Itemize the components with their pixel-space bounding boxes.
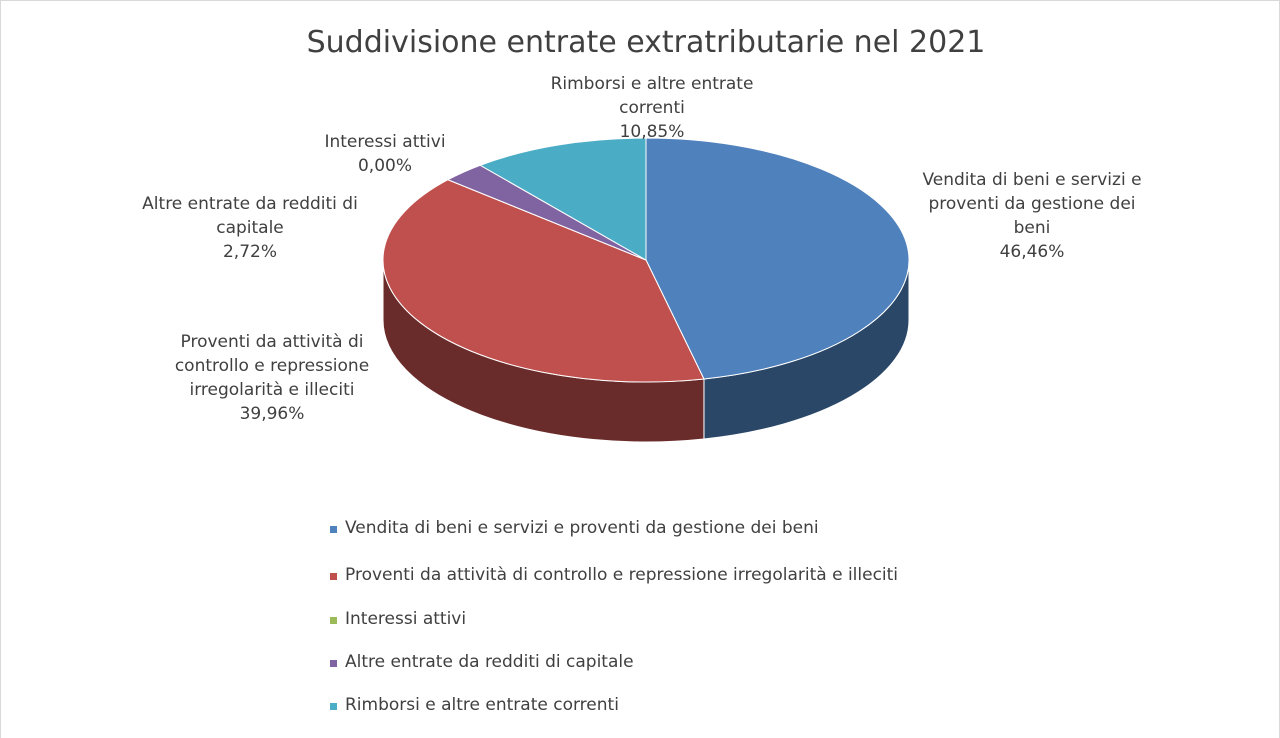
data-label-name: Altre entrate da redditi di capitale — [142, 194, 358, 238]
data-label-value: 0,00% — [357, 156, 412, 176]
legend-swatch — [330, 703, 337, 710]
slice — [479, 137, 647, 261]
data-label-value: 10,85% — [619, 122, 685, 142]
data-label-name: Rimborsi e altre entrate correnti — [550, 74, 754, 118]
data-label: Vendita di beni e servizi e proventi da … — [912, 168, 1152, 264]
legend-swatch — [330, 573, 337, 580]
legend-label: Interessi attivi — [345, 609, 467, 629]
data-label-name: Interessi attivi — [324, 132, 446, 152]
data-label-value: 39,96% — [239, 404, 305, 424]
legend-label: Vendita di beni e servizi e proventi da … — [345, 518, 819, 538]
data-label-value: 2,72% — [222, 242, 277, 262]
data-label-name: Proventi da attività di controllo e repr… — [174, 332, 370, 400]
data-label-name: Vendita di beni e servizi e proventi da … — [922, 170, 1142, 238]
slice — [645, 137, 910, 380]
data-label-value: 46,46% — [999, 242, 1065, 262]
data-label: Proventi da attività di controllo e repr… — [157, 330, 387, 426]
data-label: Altre entrate da redditi di capitale 2,72… — [130, 192, 370, 264]
slice — [382, 179, 705, 383]
legend-label: Rimborsi e altre entrate correnti — [345, 695, 619, 715]
chart-title: Suddivisione entrate extratributarie nel… — [307, 25, 986, 60]
data-label: Interessi attivi 0,00% — [300, 130, 470, 178]
legend-label: Proventi da attività di controllo e repr… — [345, 565, 899, 585]
legend-label: Altre entrate da redditi di capitale — [345, 652, 634, 672]
data-label: Rimborsi e altre entrate correnti 10,85% — [542, 72, 762, 144]
legend-swatch — [330, 617, 337, 624]
legend-swatch — [330, 660, 337, 667]
legend-swatch — [330, 526, 337, 533]
